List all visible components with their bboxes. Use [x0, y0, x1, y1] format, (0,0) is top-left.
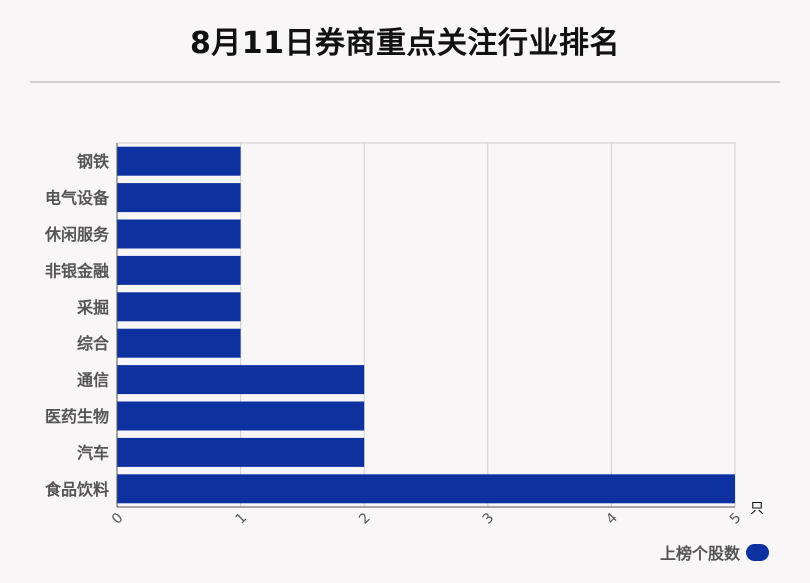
- x-tick-label: 1: [232, 510, 250, 528]
- category-label: 采掘: [76, 298, 109, 317]
- bar-2: [117, 183, 241, 213]
- x-tick-label: 5: [727, 510, 745, 528]
- category-label: 综合: [77, 334, 110, 353]
- legend[interactable]: 上榜个股数: [660, 540, 769, 564]
- category-label: 非银金融: [45, 261, 109, 280]
- bar-5: [117, 292, 241, 322]
- title-divider: [30, 81, 780, 83]
- category-label: 通信: [77, 371, 109, 390]
- bar-4: [117, 255, 241, 285]
- bar-8: [117, 401, 365, 431]
- bar-3: [117, 219, 241, 249]
- x-tick-label: 4: [603, 510, 621, 528]
- category-label: 电气设备: [45, 189, 110, 208]
- bar-1: [117, 146, 241, 176]
- legend-swatch[interactable]: [746, 543, 769, 561]
- chart-title: 8月11日券商重点关注行业排名: [189, 26, 621, 61]
- category-label: 食品饮料: [44, 480, 109, 499]
- category-label: 医药生物: [45, 407, 109, 426]
- x-tick-label: 3: [480, 510, 498, 528]
- bar-10: [117, 474, 735, 504]
- bar-9: [117, 437, 365, 467]
- axis-unit-label: 只: [750, 501, 764, 517]
- bar-6: [117, 328, 241, 358]
- category-label: 钢铁: [77, 152, 109, 171]
- x-tick-label: 2: [356, 510, 374, 528]
- category-label: 休闲服务: [44, 225, 110, 244]
- category-label: 汽车: [77, 443, 109, 462]
- bar-7: [117, 365, 365, 395]
- legend-label: 上榜个股数: [659, 544, 740, 563]
- x-tick-label: 0: [109, 510, 127, 528]
